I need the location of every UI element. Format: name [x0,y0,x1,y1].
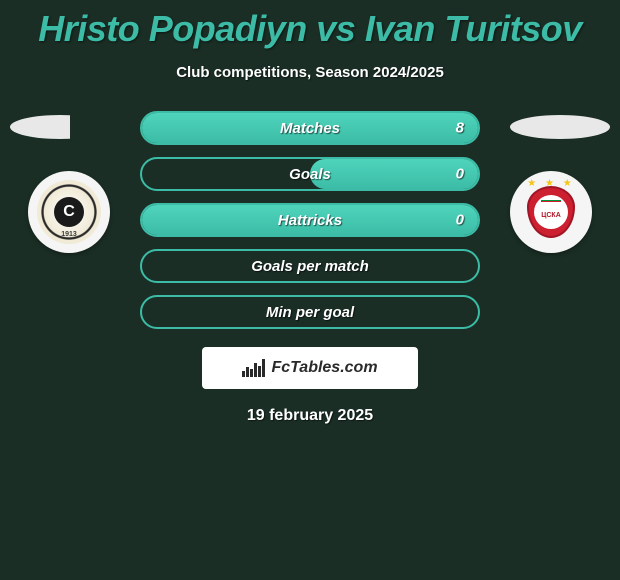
stat-bar-fill [310,159,478,189]
stat-value: 8 [456,120,464,137]
bar-chart-icon [242,359,265,377]
club-badge-left: C 1913 [28,171,110,253]
slavia-crest-icon: C 1913 [37,180,101,244]
stat-bar-hattricks: Hattricks 0 [140,203,480,237]
cska-text: ЦСКА [541,212,561,219]
stat-label: Min per goal [266,304,354,321]
club-badge-right: ★ ★ ★ ЦСКА [510,171,592,253]
cska-shield: ЦСКА [527,186,575,238]
stat-label: Matches [280,120,340,137]
stat-label: Goals per match [251,258,369,275]
stat-bar-min-per-goal: Min per goal [140,295,480,329]
site-label: FcTables.com [271,359,377,377]
stat-label: Goals [289,166,331,183]
slavia-crest-letter: C [54,197,84,227]
page-title: Hristo Popadiyn vs Ivan Turitsov [0,0,620,50]
stat-bars: Matches 8 Goals 0 Hattricks 0 Goals per … [140,111,480,329]
date-label: 19 february 2025 [0,407,620,425]
comparison-block: C 1913 ★ ★ ★ ЦСКА Matches 8 Goals 0 [0,111,620,425]
stat-bar-goals: Goals 0 [140,157,480,191]
stat-bar-matches: Matches 8 [140,111,480,145]
stat-value: 0 [456,212,464,229]
cska-flag-icon [541,199,561,202]
stat-label: Hattricks [278,212,342,229]
cska-crest-icon: ★ ★ ★ ЦСКА [519,180,583,244]
stat-bar-goals-per-match: Goals per match [140,249,480,283]
stat-value: 0 [456,166,464,183]
subtitle: Club competitions, Season 2024/2025 [0,64,620,81]
site-badge[interactable]: FcTables.com [202,347,418,389]
player-indicator-left [10,115,110,139]
slavia-crest-year: 1913 [61,231,77,238]
player-indicator-right [510,115,610,139]
